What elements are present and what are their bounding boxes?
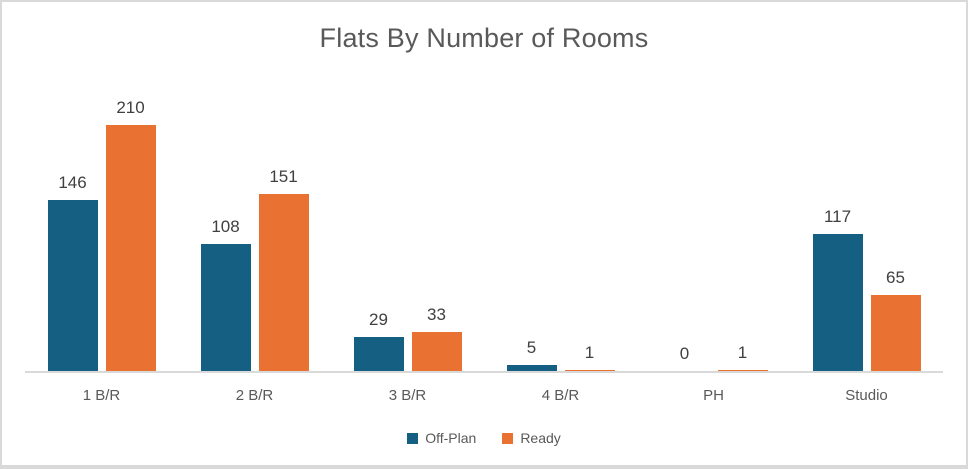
bar-off-plan[interactable]: 5	[506, 338, 557, 371]
bar-ready[interactable]: 210	[105, 98, 156, 371]
x-axis-labels: 1 B/R 2 B/R 3 B/R 4 B/R PH Studio	[25, 387, 943, 405]
data-label: 29	[369, 310, 388, 330]
category-label: 2 B/R	[235, 387, 274, 404]
chart-title: Flats By Number of Rooms	[319, 23, 649, 53]
data-label: 65	[886, 267, 905, 287]
bar-off-plan[interactable]: 146	[47, 173, 98, 371]
bar-group: 117 65	[790, 78, 943, 371]
category-label: Studio	[845, 387, 888, 404]
data-label: 108	[211, 217, 240, 237]
data-label: 117	[823, 206, 852, 226]
plot-area: 146 210 108 151 29 33 5 1 0 1 117 65	[25, 78, 943, 371]
legend: Off-Plan Ready	[2, 430, 966, 446]
data-label: 5	[526, 338, 537, 358]
data-label: 0	[679, 344, 690, 363]
bar-group: 108 151	[178, 78, 331, 371]
bar-ready[interactable]: 33	[411, 305, 462, 371]
data-label: 146	[58, 172, 87, 192]
bar-ready[interactable]: 1	[717, 343, 768, 371]
category-label: 4 B/R	[541, 387, 580, 404]
legend-label: Ready	[520, 430, 561, 446]
legend-swatch-icon	[502, 432, 514, 444]
bar-group: 146 210	[25, 78, 178, 371]
legend-item-ready[interactable]: Ready	[502, 430, 561, 446]
data-label: 33	[427, 305, 446, 325]
data-label: 210	[116, 97, 145, 117]
bar-off-plan[interactable]: 29	[353, 310, 404, 371]
data-label: 151	[269, 167, 298, 187]
data-label: 1	[584, 342, 595, 362]
x-axis-line	[25, 371, 943, 373]
bar-group: 29 33	[331, 78, 484, 371]
legend-swatch-icon	[407, 432, 419, 444]
data-label: 1	[737, 342, 748, 362]
legend-item-off-plan[interactable]: Off-Plan	[407, 430, 476, 446]
category-label: 1 B/R	[82, 387, 121, 404]
category-label: 3 B/R	[388, 387, 427, 404]
bar-ready[interactable]: 1	[564, 343, 615, 371]
bar-ready[interactable]: 65	[870, 268, 921, 371]
bar-off-plan[interactable]: 117	[812, 207, 863, 371]
bar-ready[interactable]: 151	[258, 167, 309, 371]
bar-off-plan[interactable]: 108	[200, 217, 251, 371]
category-label: PH	[703, 387, 724, 404]
legend-label: Off-Plan	[425, 430, 477, 446]
